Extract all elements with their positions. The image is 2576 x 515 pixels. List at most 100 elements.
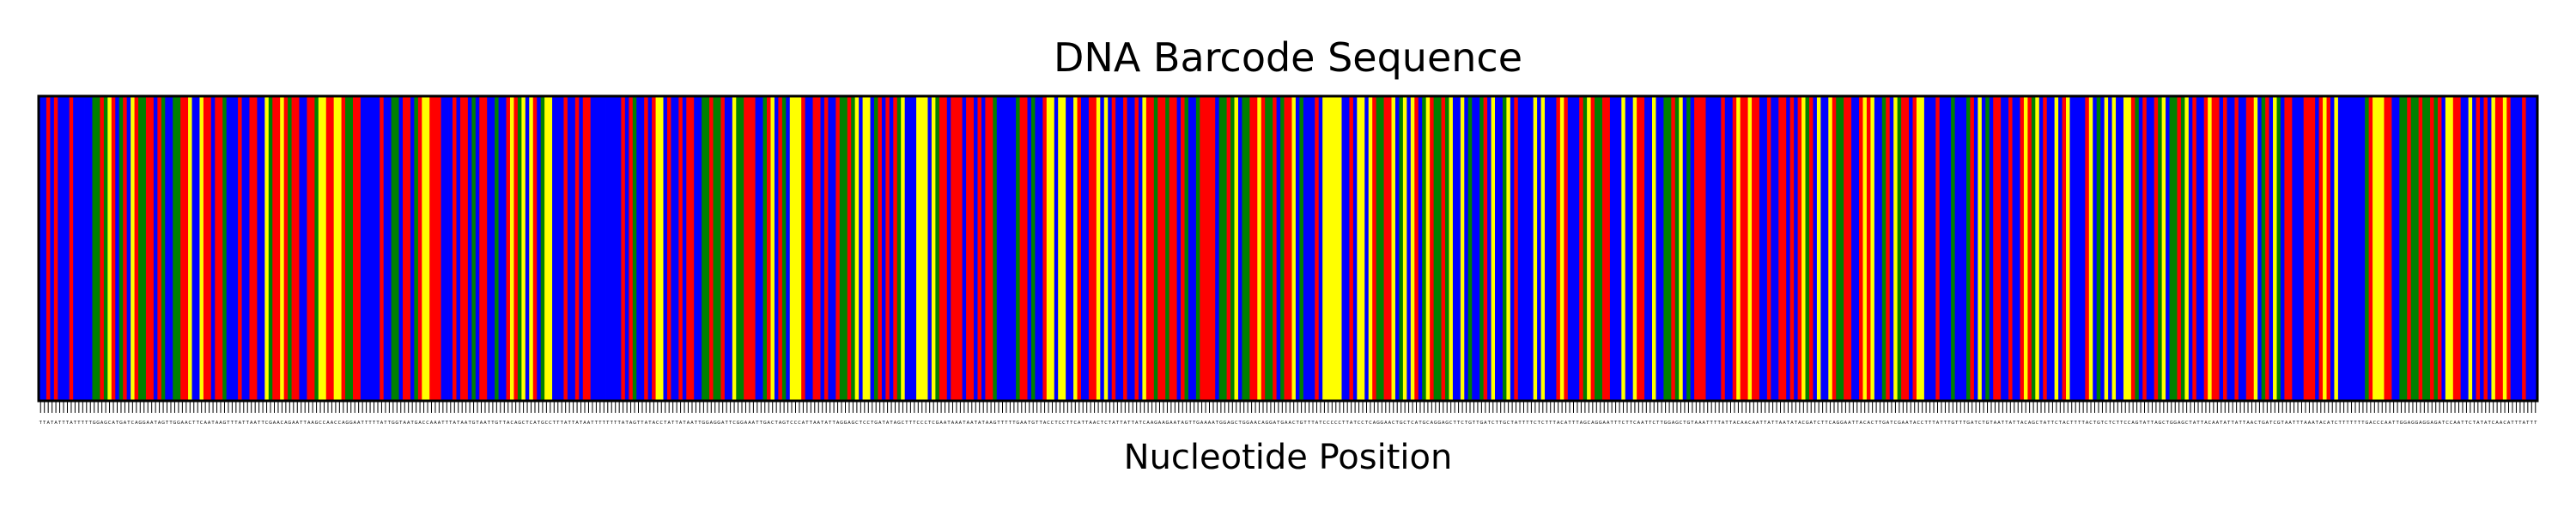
x-axis-ticks — [39, 401, 2537, 413]
bar-t — [299, 96, 304, 401]
x-tick-label: A — [307, 421, 311, 426]
x-tick-label: G — [1016, 421, 1019, 426]
x-tick-label: T — [1529, 421, 1534, 426]
x-tick-label: T — [610, 421, 614, 426]
bar-a — [1349, 96, 1354, 401]
bar-t — [226, 96, 231, 401]
bar-g — [1422, 96, 1427, 401]
x-tick-label: T — [2533, 421, 2537, 426]
bar-a — [582, 96, 587, 401]
x-tick-label: C — [334, 421, 337, 426]
bar-g — [1165, 96, 1170, 401]
bar-t — [1038, 96, 1043, 401]
bar-c — [901, 96, 906, 401]
bar-t — [153, 96, 158, 401]
bar-t — [2480, 96, 2484, 401]
x-tick-label: C — [2123, 421, 2127, 426]
x-tick-label: A — [1415, 421, 1419, 426]
x-tick-label: T — [828, 421, 832, 426]
x-tick-label: T — [2231, 421, 2235, 426]
x-tick-label: C — [545, 421, 549, 426]
x-tick-label: A — [978, 421, 981, 426]
x-tick-label: A — [1641, 421, 1644, 426]
x-tick-label: A — [1848, 421, 1851, 426]
bar-c — [337, 96, 342, 401]
bar-a — [847, 96, 852, 401]
bar-a — [1315, 96, 1320, 401]
x-tick-label: A — [622, 421, 625, 426]
bar-a — [2303, 96, 2308, 401]
bar-a — [988, 96, 993, 401]
x-tick-label: T — [502, 421, 507, 426]
bar-a — [2265, 96, 2269, 401]
x-tick-label: A — [1844, 421, 1848, 426]
x-tick-label: T — [61, 421, 65, 426]
bar-t — [1131, 96, 1135, 401]
bar-g — [1223, 96, 1227, 401]
bar-c — [1073, 96, 1078, 401]
bar-a — [272, 96, 277, 401]
bar-g — [471, 96, 477, 401]
bar-a — [586, 96, 592, 401]
bar-a — [356, 96, 361, 401]
bar-c — [1322, 96, 1327, 401]
x-tick-label: T — [996, 421, 1000, 426]
x-tick-label: T — [361, 421, 365, 426]
bar-t — [1973, 96, 1978, 401]
bar-t — [2069, 96, 2075, 401]
bar-g — [1965, 96, 1971, 401]
bar-g — [2403, 96, 2408, 401]
x-tick-label: T — [1453, 421, 1457, 426]
bar-t — [2077, 96, 2082, 401]
x-tick-label: T — [1115, 421, 1120, 426]
bar-a — [1253, 96, 1258, 401]
x-tick-label: T — [1364, 421, 1369, 426]
x-tick-label: A — [653, 421, 656, 426]
bar-t — [2100, 96, 2105, 401]
bar-a — [2494, 96, 2500, 401]
bar-t — [1452, 96, 1457, 401]
bar-a — [1640, 96, 1645, 401]
bar-a — [1556, 96, 1561, 401]
bar-t — [613, 96, 618, 401]
bar-t — [364, 96, 369, 401]
x-tick-label: T — [468, 421, 472, 426]
bar-t — [828, 96, 833, 401]
x-tick-label: G — [2411, 421, 2415, 426]
x-tick-label: T — [2038, 421, 2043, 426]
bar-t — [1115, 96, 1121, 401]
bar-a — [1111, 96, 1116, 401]
bar-a — [1161, 96, 1166, 401]
bar-t — [1537, 96, 1541, 401]
x-tick-label: A — [1997, 421, 2001, 426]
bar-g — [1433, 96, 1438, 401]
bar-a — [2387, 96, 2392, 401]
x-tick-label: A — [679, 421, 683, 426]
x-tick-label: A — [342, 421, 345, 426]
x-tick-label: A — [1208, 421, 1212, 426]
x-tick-label: T — [1705, 421, 1710, 426]
bar-t — [1947, 96, 1952, 401]
bar-t — [1108, 96, 1113, 401]
x-tick-label: T — [1625, 421, 1629, 426]
bar-a — [1388, 96, 1392, 401]
x-tick-label: A — [100, 421, 104, 426]
x-tick-label: T — [759, 421, 763, 426]
bar-a — [823, 96, 829, 401]
x-tick-label: A — [1112, 421, 1115, 426]
x-tick-label: A — [1350, 421, 1353, 426]
bar-t — [1345, 96, 1350, 401]
x-tick-label: C — [1492, 421, 1495, 426]
bar-t — [881, 96, 886, 401]
x-tick-label: C — [1059, 421, 1062, 426]
bar-t — [1307, 96, 1312, 401]
x-tick-label: T — [168, 421, 173, 426]
x-tick-label: T — [1131, 421, 1135, 426]
bar-a — [417, 96, 422, 401]
x-tick-label: C — [2112, 421, 2116, 426]
bar-a — [1702, 96, 1706, 401]
bar-g — [345, 96, 349, 401]
bar-a — [238, 96, 242, 401]
x-tick-label: A — [253, 421, 257, 426]
x-tick-label: T — [2069, 421, 2074, 426]
